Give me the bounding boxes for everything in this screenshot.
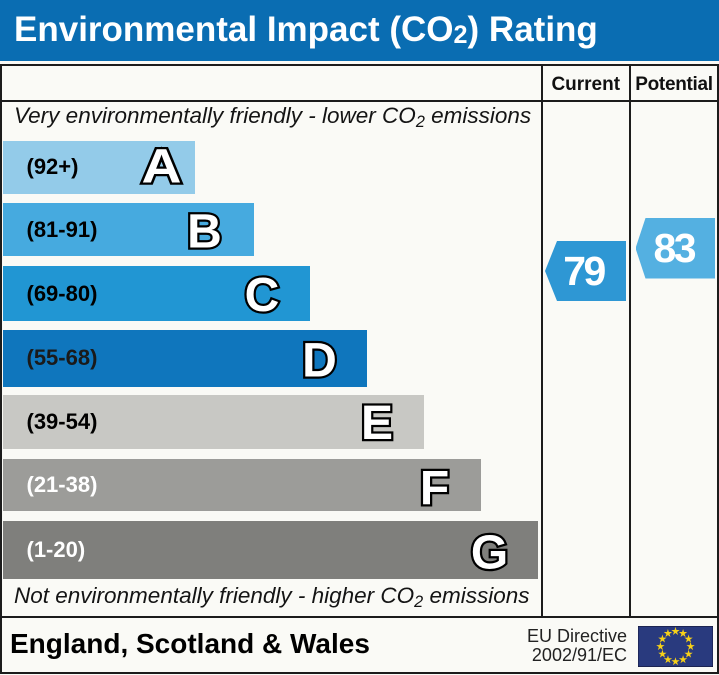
svg-text:G: G: [471, 527, 508, 580]
svg-text:B: B: [187, 205, 222, 258]
svg-text:F: F: [420, 462, 449, 515]
svg-text:D: D: [302, 335, 337, 388]
svg-text:E: E: [361, 397, 393, 450]
svg-text:A: A: [142, 141, 182, 194]
svg-text:C: C: [245, 269, 280, 322]
